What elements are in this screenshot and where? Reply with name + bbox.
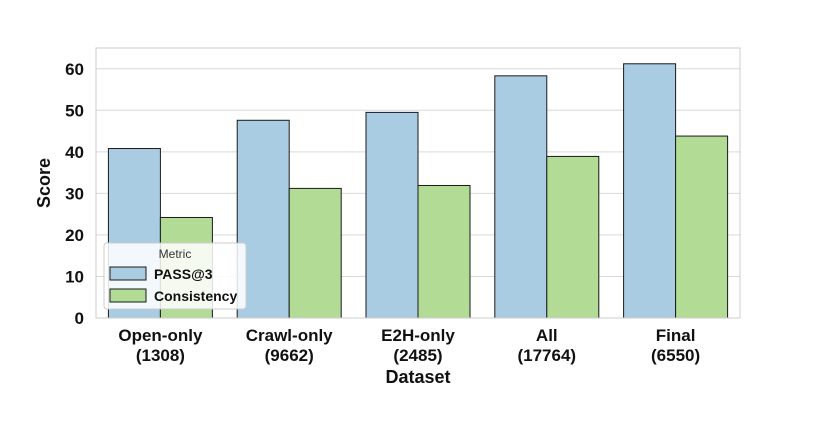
x-tick-label: Open-only <box>118 326 203 345</box>
bar-consistency-4 <box>675 135 729 319</box>
x-tick-labels: Open-only(1308)Crawl-only(9662)E2H-only(… <box>118 326 700 365</box>
y-tick-label: 0 <box>75 309 84 328</box>
y-tick-label: 30 <box>65 184 84 203</box>
x-axis-title: Dataset <box>385 367 450 387</box>
y-tick-label: 10 <box>65 267 84 286</box>
legend: Metric PASS@3 Consistency <box>103 242 247 310</box>
bar-consistency-3 <box>546 155 600 319</box>
y-axis-title: Score <box>34 158 54 208</box>
legend-swatch <box>109 288 147 303</box>
bar-pass-3-3 <box>494 75 548 319</box>
y-tick-label: 50 <box>65 101 84 120</box>
x-tick-label: (6550) <box>651 346 700 365</box>
bar-consistency-2 <box>417 184 471 319</box>
y-tick-label: 60 <box>65 60 84 79</box>
legend-items: PASS@3 Consistency <box>109 266 237 304</box>
bar-pass-3-4 <box>623 63 677 319</box>
x-tick-label: Crawl-only <box>246 326 333 345</box>
x-tick-label: (9662) <box>265 346 314 365</box>
x-tick-label: E2H-only <box>381 326 455 345</box>
x-tick-label: All <box>536 326 558 345</box>
bar-pass-3-2 <box>365 111 419 319</box>
x-tick-label: Final <box>656 326 696 345</box>
legend-swatch <box>109 266 147 281</box>
x-tick-label: (17764) <box>517 346 576 365</box>
y-tick-label: 40 <box>65 143 84 162</box>
y-tick-labels: 0 10 20 30 40 50 60 <box>65 60 84 328</box>
x-tick-label: (1308) <box>136 346 185 365</box>
bar-consistency-1 <box>288 187 342 319</box>
x-tick-label: (2485) <box>393 346 442 365</box>
legend-label: PASS@3 <box>154 266 213 282</box>
plot-frame <box>95 47 741 319</box>
y-tick-label: 20 <box>65 226 84 245</box>
legend-label: Consistency <box>154 288 237 304</box>
legend-title: Metric <box>159 247 192 261</box>
